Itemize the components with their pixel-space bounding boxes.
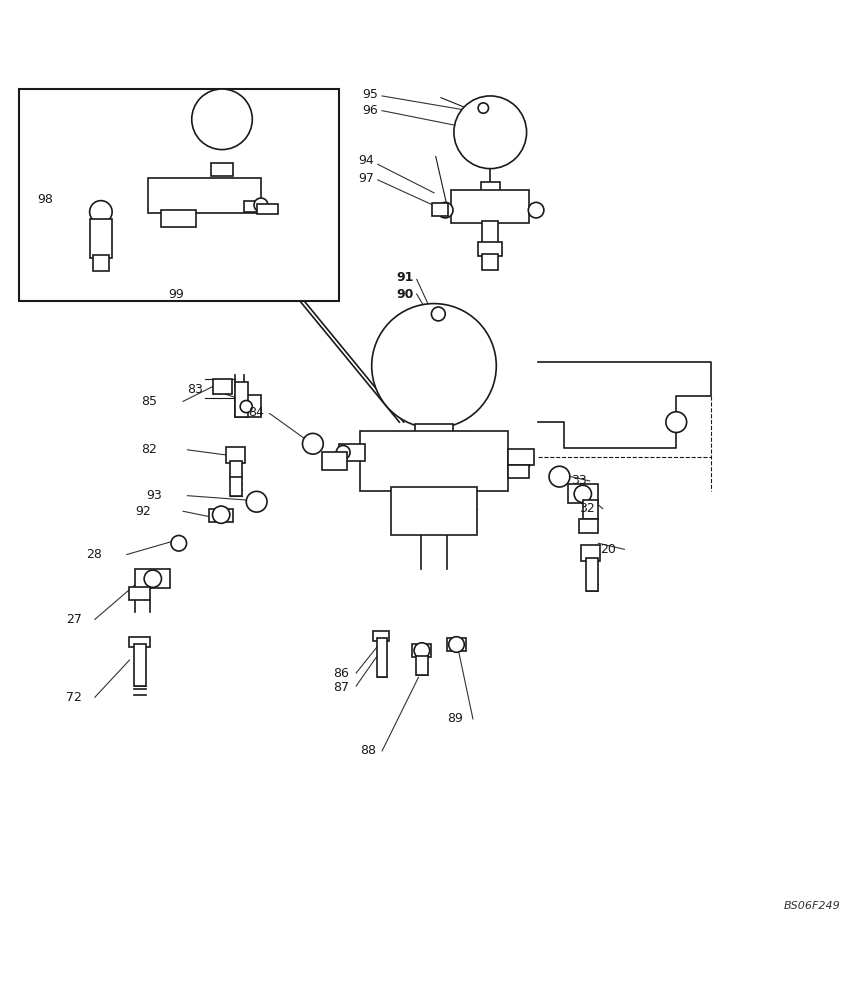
Circle shape xyxy=(529,202,544,218)
Text: 90: 90 xyxy=(397,288,414,301)
Bar xyxy=(586,558,598,591)
Text: 98: 98 xyxy=(37,193,54,206)
Bar xyxy=(135,569,170,588)
Circle shape xyxy=(171,535,187,551)
Bar xyxy=(415,424,453,433)
Bar xyxy=(161,210,196,227)
Circle shape xyxy=(449,637,464,652)
Bar xyxy=(214,379,233,394)
Bar xyxy=(339,444,365,461)
Text: 33: 33 xyxy=(570,474,587,487)
Bar xyxy=(244,201,266,212)
Text: 95: 95 xyxy=(362,88,378,101)
Bar xyxy=(481,182,500,193)
Circle shape xyxy=(89,201,112,223)
Bar xyxy=(451,190,529,223)
Circle shape xyxy=(437,202,453,218)
Bar xyxy=(321,452,347,470)
Bar xyxy=(89,219,112,258)
Bar xyxy=(19,89,339,301)
Circle shape xyxy=(574,485,591,503)
Bar xyxy=(582,500,598,519)
Circle shape xyxy=(516,450,534,467)
Circle shape xyxy=(213,506,230,523)
Text: 87: 87 xyxy=(332,681,349,694)
Bar xyxy=(93,255,108,271)
Text: 85: 85 xyxy=(141,395,158,408)
Bar xyxy=(257,204,279,214)
Circle shape xyxy=(302,433,323,454)
Bar xyxy=(579,519,598,533)
Circle shape xyxy=(478,103,489,113)
Bar xyxy=(209,509,233,522)
Text: 94: 94 xyxy=(358,154,373,167)
Text: 96: 96 xyxy=(362,104,378,117)
Text: BS06F249: BS06F249 xyxy=(784,901,840,911)
Text: 91: 91 xyxy=(397,271,414,284)
Text: 28: 28 xyxy=(86,548,102,561)
Bar xyxy=(447,638,466,651)
Text: 89: 89 xyxy=(447,712,463,725)
Text: 27: 27 xyxy=(66,613,82,626)
Text: 93: 93 xyxy=(147,489,162,502)
Bar xyxy=(416,656,428,675)
Bar xyxy=(483,254,498,270)
Text: 86: 86 xyxy=(332,667,349,680)
Bar xyxy=(235,382,248,417)
Text: 97: 97 xyxy=(358,172,374,185)
Bar xyxy=(148,178,261,213)
Circle shape xyxy=(549,466,569,487)
Circle shape xyxy=(454,96,527,169)
Bar xyxy=(129,587,150,600)
Bar xyxy=(230,461,242,478)
Bar xyxy=(581,545,600,561)
Circle shape xyxy=(254,198,268,212)
Text: 99: 99 xyxy=(168,288,184,301)
Bar xyxy=(373,631,389,641)
Text: 88: 88 xyxy=(360,744,377,757)
Bar xyxy=(211,163,233,176)
Text: 72: 72 xyxy=(66,691,82,704)
Bar xyxy=(134,644,146,686)
Bar xyxy=(412,644,431,657)
Bar xyxy=(391,487,477,535)
Bar xyxy=(360,431,508,491)
Circle shape xyxy=(240,400,253,413)
Bar xyxy=(478,242,503,256)
Text: 82: 82 xyxy=(141,443,157,456)
Bar xyxy=(569,484,598,503)
Text: 83: 83 xyxy=(187,383,203,396)
Bar xyxy=(508,449,534,465)
Circle shape xyxy=(372,304,496,428)
Circle shape xyxy=(247,491,267,512)
Bar xyxy=(235,395,261,417)
Bar xyxy=(483,221,498,243)
Bar xyxy=(129,637,150,647)
Bar xyxy=(377,638,387,677)
Bar xyxy=(230,477,242,496)
Bar xyxy=(227,447,246,463)
Circle shape xyxy=(414,643,430,658)
Circle shape xyxy=(192,89,253,150)
Bar xyxy=(508,465,529,478)
Text: 92: 92 xyxy=(135,505,151,518)
Text: 84: 84 xyxy=(248,406,264,419)
Text: 20: 20 xyxy=(600,543,616,556)
Circle shape xyxy=(666,412,687,433)
Circle shape xyxy=(431,307,445,321)
Bar xyxy=(432,203,448,216)
Circle shape xyxy=(144,570,161,587)
Text: 32: 32 xyxy=(579,502,595,515)
Circle shape xyxy=(336,445,350,459)
